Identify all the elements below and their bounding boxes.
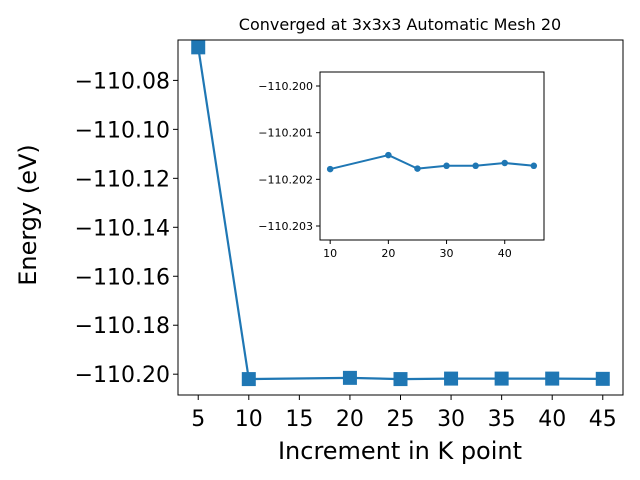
inset-x-tick-label: 10 (323, 247, 337, 260)
main-y-tick-label: −110.10 (75, 118, 170, 143)
inset-y-tick-label: −110.202 (258, 173, 313, 186)
main-x-tick-label: 45 (589, 407, 617, 432)
main-series-line (197, 47, 603, 381)
chart-title: Converged at 3x3x3 Automatic Mesh 20 (239, 15, 561, 34)
inset-y-tick-label: −110.200 (258, 80, 313, 93)
main-x-tick-label: 20 (336, 407, 364, 432)
main-y-tick-label: −110.18 (75, 314, 170, 339)
main-x-tick-label: 35 (488, 407, 516, 432)
inset-data-point (472, 162, 479, 170)
main-x-tick-label: 10 (235, 407, 263, 432)
main-y-tick-label: −110.16 (75, 265, 170, 290)
inset-data-point (501, 159, 508, 167)
inset-data-point (326, 165, 334, 173)
main-x-tick-label: 40 (538, 407, 566, 432)
inset-data-point (385, 151, 392, 159)
inset-data-point (414, 165, 421, 172)
main-data-point (241, 372, 256, 387)
main-y-tick-label: −110.20 (75, 363, 170, 388)
inset-plot-frame (319, 71, 545, 241)
main-x-tick-label: 30 (437, 407, 465, 432)
main-data-point (342, 370, 357, 385)
main-y-tick-label: −110.12 (75, 167, 170, 192)
inset-y-tick-label: −110.201 (258, 127, 313, 140)
main-data-point (191, 40, 206, 55)
main-data-point (545, 371, 560, 386)
main-x-tick-label: 25 (387, 407, 415, 432)
inset-data-point (530, 162, 538, 170)
main-data-point (595, 371, 610, 386)
main-x-tick-label: 15 (285, 407, 313, 432)
inset-plot: 10 20 30 40 −110.203 −110.202 −110.201 −110.200 (258, 71, 545, 260)
main-y-tick-label: −110.08 (75, 69, 170, 94)
main-data-point (444, 371, 459, 386)
inset-x-tick-label: 20 (381, 247, 395, 260)
main-data-point (393, 372, 408, 387)
inset-data-point (443, 162, 450, 170)
x-axis-label: Increment in K point (278, 437, 522, 465)
main-plot: 5 10 15 20 25 30 35 40 45 −110.08 −110.10 −110.12 −1… (75, 39, 624, 432)
main-x-tick-label: 5 (191, 407, 205, 432)
main-data-point (494, 371, 509, 386)
inset-x-tick-label: 30 (440, 247, 454, 260)
y-axis-label: Energy (eV) (14, 144, 42, 286)
inset-x-tick-label: 40 (498, 247, 512, 260)
inset-y-tick-label: −110.203 (258, 220, 313, 233)
main-y-tick-label: −110.14 (75, 216, 170, 241)
